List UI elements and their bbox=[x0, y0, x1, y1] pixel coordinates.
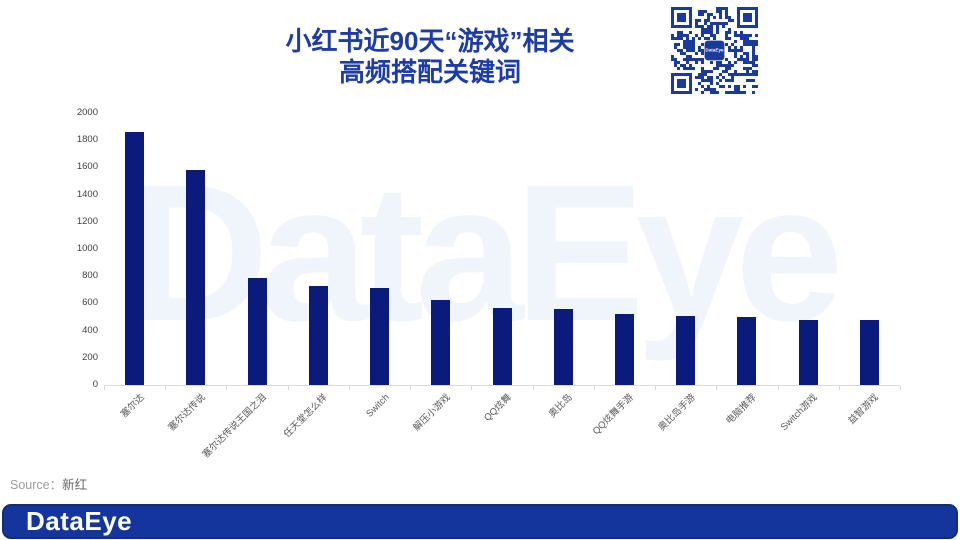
x-axis-tick bbox=[716, 386, 718, 390]
bar bbox=[553, 309, 573, 385]
x-axis-tick bbox=[900, 386, 901, 390]
x-axis-tick bbox=[226, 386, 228, 390]
x-axis-tick bbox=[165, 386, 167, 390]
dataeye-logo: DataEye bbox=[26, 506, 133, 536]
x-axis-tick bbox=[777, 386, 779, 390]
y-axis-label: 1600 bbox=[76, 161, 98, 173]
category-label: 电脑推荐 bbox=[724, 392, 759, 427]
source-prefix: Source： bbox=[10, 478, 63, 492]
bar bbox=[737, 317, 757, 385]
x-axis-tick bbox=[838, 386, 840, 390]
x-axis-tick bbox=[104, 386, 105, 390]
plot-area bbox=[104, 113, 900, 386]
y-axis-label: 0 bbox=[92, 379, 98, 390]
source-attribution: Source：新红 bbox=[10, 474, 87, 493]
bar bbox=[186, 170, 206, 385]
category-label: 解压小游戏 bbox=[411, 392, 453, 434]
category-label: 任天堂怎么样 bbox=[281, 392, 331, 441]
y-axis-label: 1800 bbox=[76, 134, 98, 146]
y-axis-label: 2000 bbox=[76, 107, 98, 118]
y-axis-label: 800 bbox=[82, 270, 98, 282]
bar bbox=[676, 316, 696, 385]
category-label: 奥比岛 bbox=[547, 392, 575, 420]
x-axis-tick bbox=[593, 386, 595, 390]
x-axis-tick bbox=[471, 386, 473, 390]
category-label: QQ炫舞手游 bbox=[591, 392, 637, 438]
footer-bar: DataEye bbox=[2, 504, 958, 539]
x-axis-tick bbox=[655, 386, 657, 390]
x-axis-tick bbox=[348, 386, 350, 390]
bar bbox=[614, 314, 634, 385]
chart-title-line1: 小红书近90天“游戏”相关 bbox=[285, 26, 575, 56]
bar bbox=[431, 300, 451, 385]
bar bbox=[859, 320, 879, 385]
category-label: Switch bbox=[363, 392, 392, 420]
bar bbox=[125, 132, 145, 385]
bar bbox=[798, 320, 818, 385]
y-axis-label: 1200 bbox=[76, 215, 98, 227]
bar bbox=[308, 286, 328, 385]
qr-code-icon: DataEye bbox=[671, 7, 758, 94]
category-label: 塞尔达 bbox=[118, 392, 147, 420]
bar bbox=[492, 308, 512, 385]
x-axis-tick bbox=[410, 386, 412, 390]
y-axis-label: 600 bbox=[82, 297, 98, 309]
chart-title: 小红书近90天“游戏”相关 高频搭配关键词 bbox=[150, 26, 710, 88]
category-label: 塞尔达传说王国之泪 bbox=[200, 392, 269, 461]
y-axis-label: 1000 bbox=[76, 243, 98, 254]
y-axis-labels: 0 200 400 600 800 1000 1200 1400 1600 1800 2000 bbox=[54, 0, 98, 400]
bar bbox=[370, 288, 390, 385]
dataeye-watermark: DataEye bbox=[128, 144, 844, 362]
y-axis-label: 1400 bbox=[76, 188, 98, 200]
y-axis-label: 400 bbox=[82, 324, 98, 336]
category-label: Switch游戏 bbox=[778, 392, 820, 434]
category-label: 益智游戏 bbox=[846, 392, 882, 427]
category-label: 塞尔达传说 bbox=[166, 392, 208, 434]
bar bbox=[247, 278, 267, 385]
x-axis-tick bbox=[287, 386, 289, 390]
category-label: QQ炫舞 bbox=[482, 392, 514, 424]
source-name: 新红 bbox=[62, 478, 88, 492]
x-axis-tick bbox=[532, 386, 534, 390]
y-axis-label: 200 bbox=[82, 351, 98, 363]
category-label: 奥比岛手游 bbox=[656, 392, 698, 434]
svg-text:DataEye: DataEye bbox=[705, 48, 724, 53]
chart-title-line2: 高频搭配关键词 bbox=[338, 57, 521, 87]
